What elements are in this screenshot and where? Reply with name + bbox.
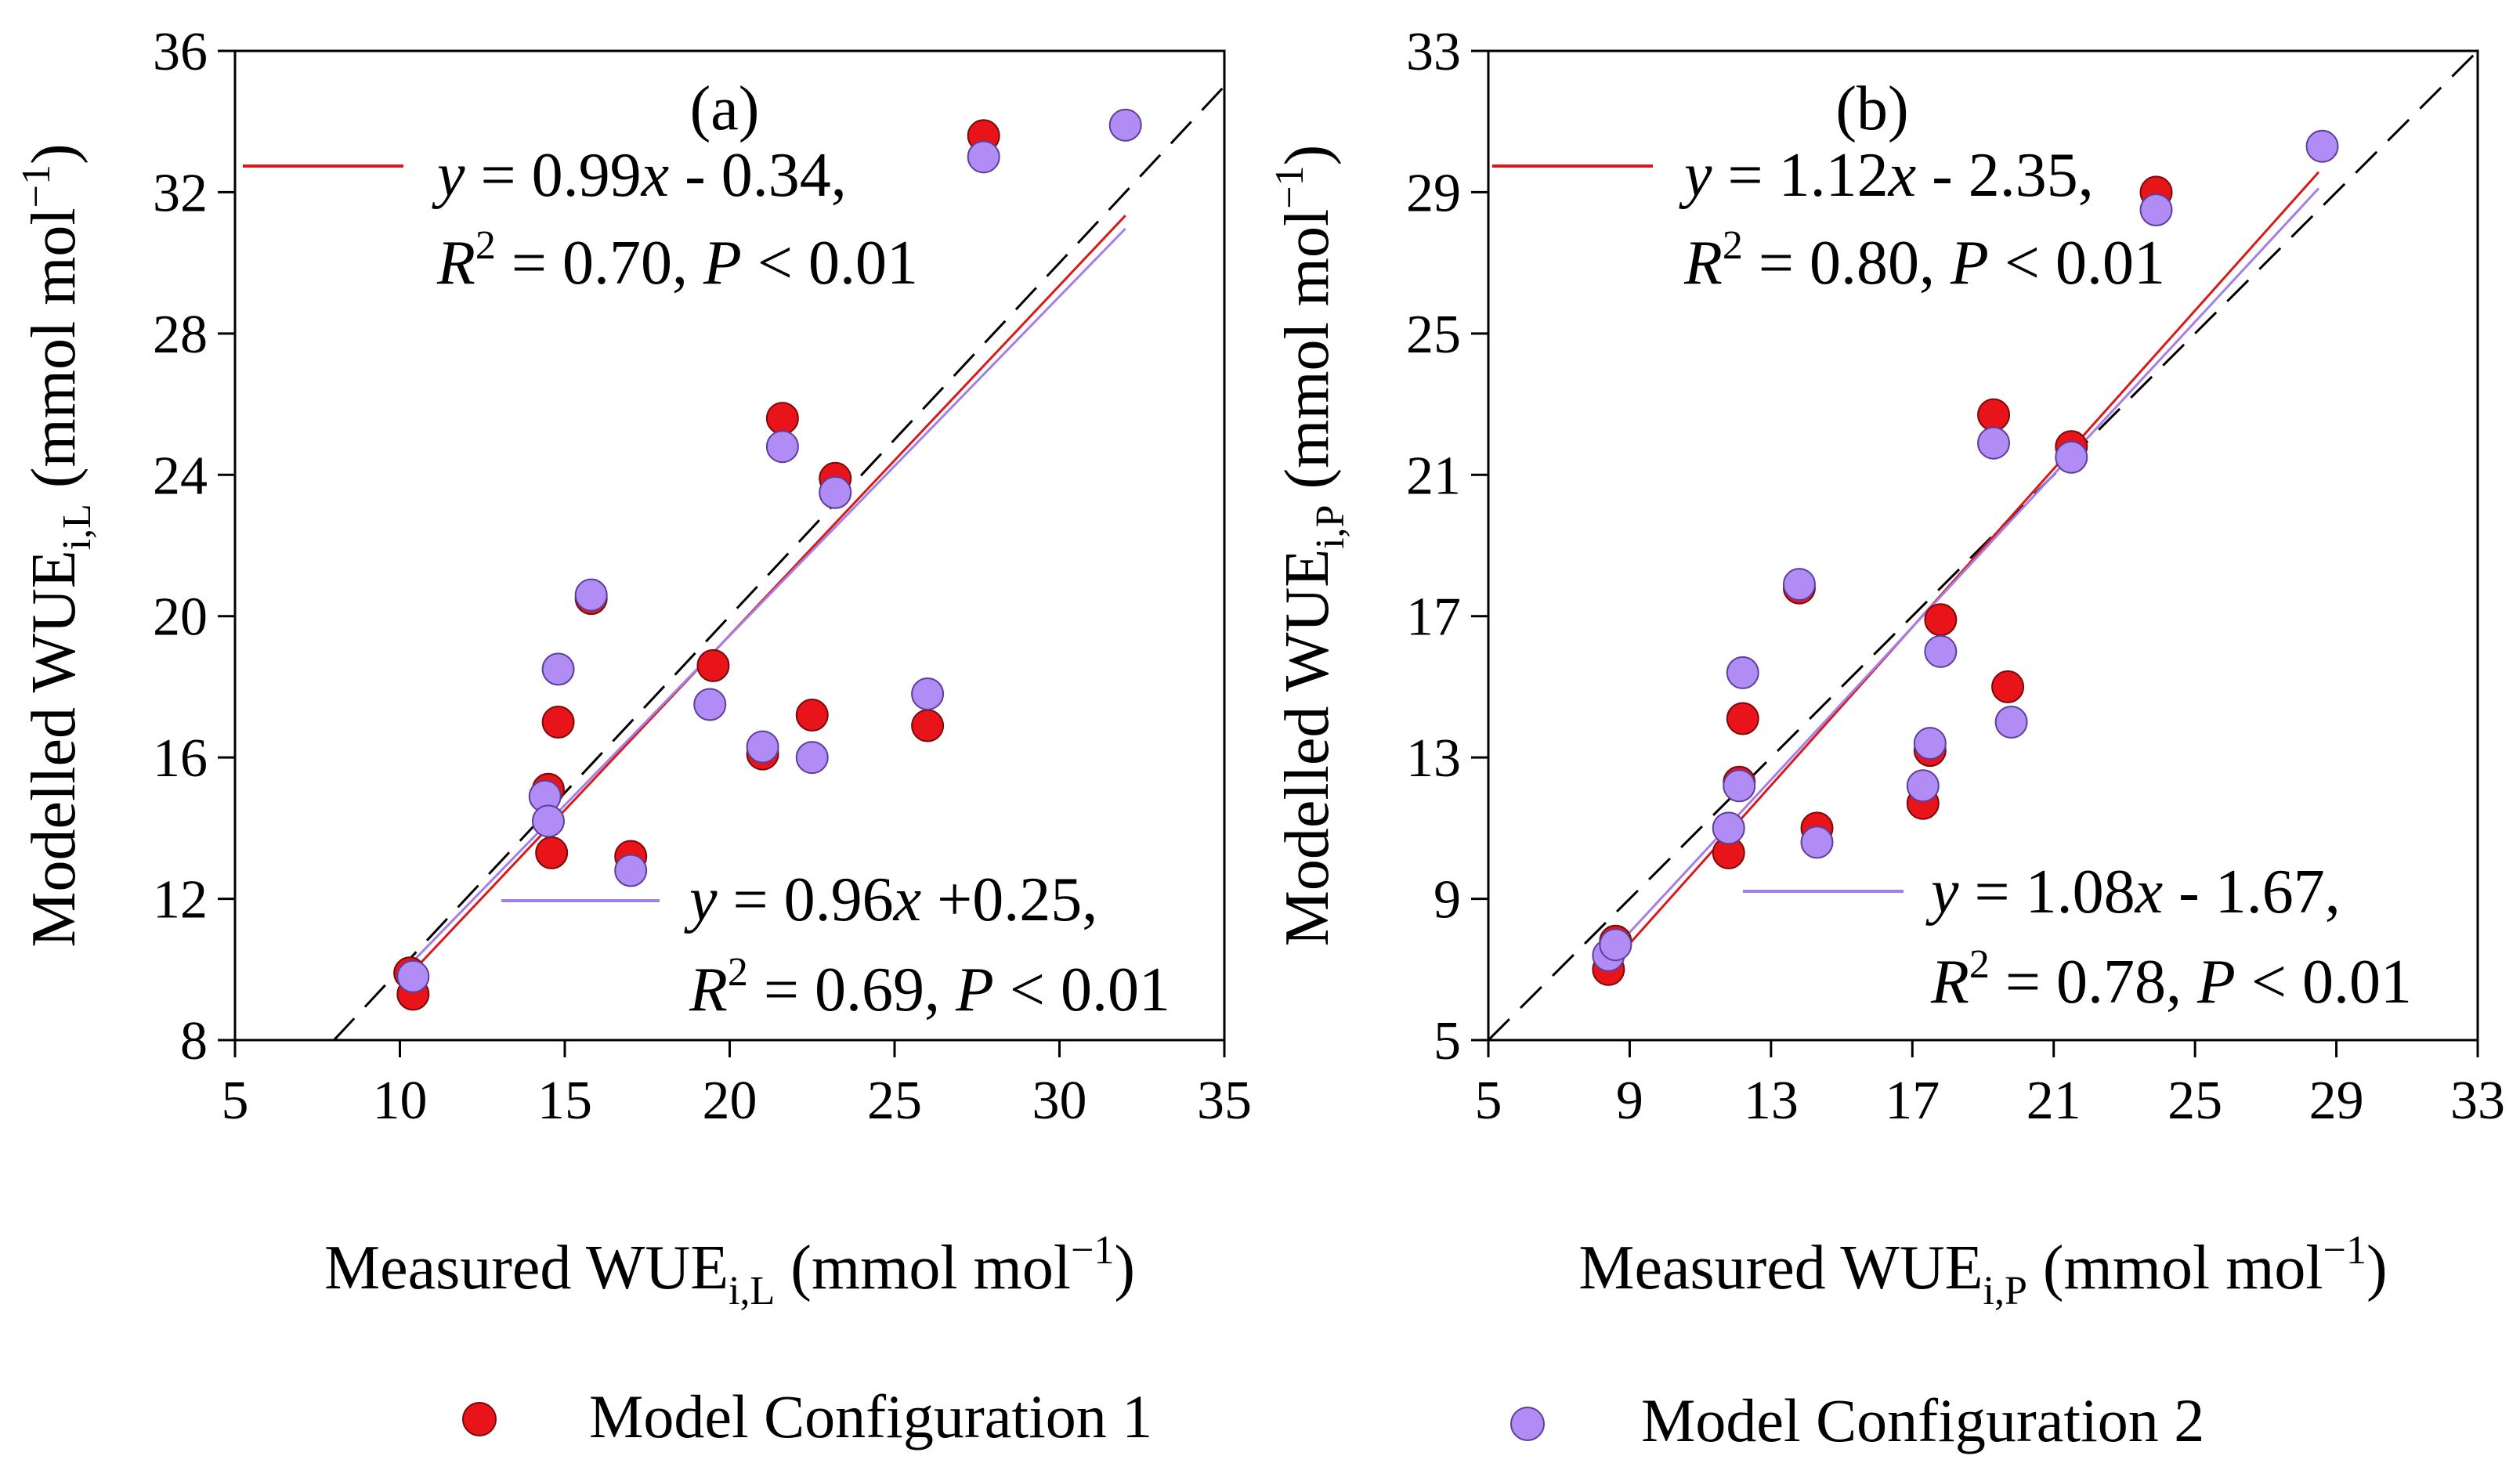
point-config-1	[1924, 603, 1958, 637]
plot-frame	[1487, 49, 2479, 1042]
x-tick-label: 20	[703, 1071, 757, 1131]
point-config-2	[614, 854, 648, 887]
stats-config-1: R2 = 0.80, P < 0.01	[1683, 223, 2165, 298]
x-axis-label: Measured WUEi,L (mmol mol−1)	[324, 1228, 1135, 1313]
y-axis-label: Modelled WUEi,L (mmol mol−1)	[14, 143, 99, 947]
point-config-2	[2055, 440, 2088, 474]
point-config-2	[2139, 193, 2173, 226]
y-tick-label: 21	[1406, 446, 1461, 506]
point-config-2	[1726, 656, 1759, 689]
point-config-1	[535, 836, 569, 869]
fit-line-config-2	[1607, 187, 2320, 956]
panel-label: (a)	[690, 74, 760, 143]
x-tick-label: 33	[2450, 1071, 2505, 1131]
panel-label: (b)	[1835, 74, 1908, 143]
panel-b: 5 9 13 17 21 25 29 33 5 9 13 17 21 25 29 33 (b)y = 1.12x…	[1267, 22, 2505, 1313]
x-tick-label: 25	[867, 1071, 922, 1131]
y-tick-label: 8	[180, 1011, 208, 1071]
equation-config-1: y = 1.12x - 2.35,	[1679, 141, 2094, 210]
point-config-2	[693, 688, 727, 721]
point-config-1	[911, 709, 945, 742]
point-config-2	[746, 730, 779, 764]
legend-marker-config-2	[1510, 1407, 1545, 1441]
equation-config-2: y = 1.08x - 1.67,	[1925, 858, 2341, 927]
y-tick-label: 12	[153, 870, 208, 930]
y-tick-label: 33	[1406, 22, 1461, 82]
point-config-2	[1800, 826, 1834, 859]
y-tick-label: 9	[1434, 870, 1461, 930]
point-config-2	[1723, 769, 1756, 803]
point-config-1	[795, 699, 829, 732]
one-to-one-line	[1487, 49, 2479, 1042]
y-tick-label: 36	[153, 22, 208, 82]
y-axis-label: Modelled WUEi,P (mmol mol−1)	[1267, 145, 1353, 946]
x-tick-label: 35	[1197, 1071, 1252, 1131]
one-to-one-line	[333, 85, 1226, 1042]
legend-marker-config-1	[462, 1402, 497, 1436]
point-config-2	[574, 578, 608, 612]
point-config-2	[819, 475, 852, 509]
point-config-2	[1712, 811, 1745, 845]
y-tick-label: 24	[153, 446, 208, 506]
x-axis-label: Measured WUEi,P (mmol mol−1)	[1578, 1228, 2387, 1313]
legend: Model Configuration 1 Model Configuratio…	[462, 1382, 2204, 1454]
stats-config-2: R2 = 0.69, P < 0.01	[689, 950, 1170, 1024]
point-config-1	[1726, 702, 1759, 735]
point-config-2	[1906, 769, 1940, 803]
point-config-1	[765, 402, 799, 435]
legend-label-config-2: Model Configuration 2	[1641, 1386, 2204, 1454]
point-config-1	[696, 648, 730, 682]
point-config-2	[1977, 426, 2011, 460]
y-tick-label: 16	[153, 728, 208, 789]
point-config-2	[1924, 634, 1958, 668]
x-tick-label: 13	[1744, 1071, 1799, 1131]
point-config-1	[541, 706, 575, 739]
point-config-2	[2305, 129, 2339, 163]
y-tick-label: 25	[1406, 305, 1461, 365]
x-tick-label: 9	[1616, 1071, 1643, 1131]
point-config-2	[795, 741, 829, 775]
x-tick-label: 5	[1475, 1071, 1502, 1131]
y-tick-label: 5	[1434, 1011, 1461, 1071]
point-config-1	[1977, 398, 2011, 432]
y-tick-label: 20	[153, 587, 208, 648]
x-tick-label: 17	[1885, 1071, 1940, 1131]
point-config-2	[1782, 568, 1816, 602]
y-tick-label: 17	[1406, 587, 1461, 648]
point-config-2	[911, 677, 945, 710]
point-config-2	[967, 140, 1000, 174]
x-tick-label: 29	[2309, 1071, 2364, 1131]
x-tick-label: 15	[537, 1071, 592, 1131]
point-config-2	[1994, 706, 2028, 739]
equation-config-2: y = 0.96x +0.25,	[684, 865, 1097, 934]
y-tick-label: 13	[1406, 728, 1461, 789]
x-tick-label: 10	[373, 1071, 428, 1131]
stats-config-1: R2 = 0.70, P < 0.01	[436, 223, 918, 298]
point-config-2	[765, 430, 799, 464]
point-config-2	[1913, 727, 1947, 760]
stats-config-2: R2 = 0.78, P < 0.01	[1930, 942, 2412, 1017]
point-config-2	[541, 652, 575, 686]
legend-label-config-1: Model Configuration 1	[589, 1382, 1152, 1451]
fit-line-config-2	[409, 227, 1126, 966]
point-config-2	[1108, 108, 1142, 142]
x-tick-label: 21	[2026, 1071, 2081, 1131]
equation-config-1: y = 0.99x - 0.34,	[432, 141, 847, 210]
panel-a: 5 10 15 20 25 30 35 8 12 16 20 24 28 32 36 (a)y = 0.99x…	[14, 22, 1252, 1313]
point-config-1	[1991, 670, 2025, 703]
x-tick-label: 5	[222, 1071, 249, 1131]
point-config-2	[531, 804, 565, 838]
y-tick-label: 32	[153, 163, 208, 223]
point-config-2	[1599, 928, 1632, 962]
y-tick-label: 28	[153, 305, 208, 365]
x-tick-label: 25	[2167, 1071, 2222, 1131]
y-tick-label: 29	[1406, 163, 1461, 223]
x-tick-label: 30	[1032, 1071, 1087, 1131]
point-config-2	[396, 959, 430, 993]
